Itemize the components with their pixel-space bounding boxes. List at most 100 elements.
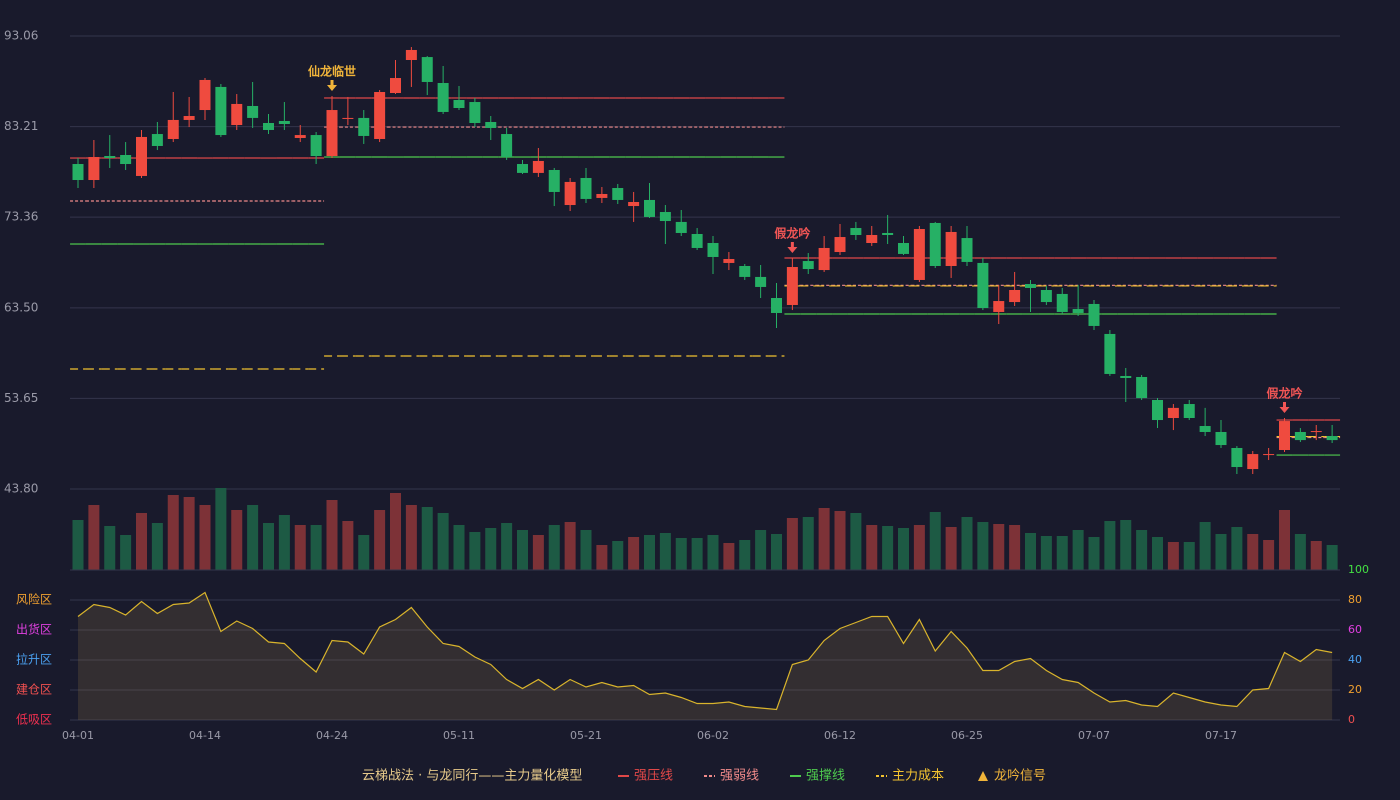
legend-swatch — [978, 771, 988, 781]
x-tick-label: 04-01 — [62, 729, 94, 742]
volume-bar — [580, 530, 592, 570]
candle-body — [469, 102, 481, 123]
signal-label: 仙龙临世 — [308, 64, 356, 79]
y2-tick-label: 80 — [1348, 593, 1362, 606]
volume-bar — [1310, 541, 1322, 570]
candle-body — [1009, 289, 1021, 303]
volume-bar — [818, 508, 830, 570]
volume-bar — [659, 533, 671, 570]
x-tick-label: 07-17 — [1205, 729, 1237, 742]
candle-body — [882, 232, 894, 236]
candle-body — [1183, 404, 1195, 419]
volume-bar — [263, 523, 274, 570]
candle-body — [771, 297, 782, 313]
x-tick-label: 05-11 — [443, 729, 475, 742]
volume-bar — [1136, 530, 1148, 570]
volume-bar — [1183, 542, 1195, 570]
candle-body — [802, 261, 814, 270]
volume-bar — [183, 497, 195, 570]
candle-body — [723, 259, 735, 263]
candle-body — [834, 237, 846, 253]
volume-bar — [1040, 536, 1052, 570]
candle-body — [1310, 431, 1322, 433]
volume-bar — [405, 505, 417, 570]
volume-bar — [1104, 521, 1116, 570]
candle-body — [786, 267, 798, 305]
candle-body — [1104, 333, 1116, 374]
signal-label: 假龙吟 — [1266, 386, 1302, 401]
zone-label: 风险区 — [16, 592, 52, 607]
candle-body — [866, 235, 878, 244]
signal-arrow — [787, 241, 798, 253]
candle-body — [580, 177, 592, 199]
y-tick-label: 73.36 — [4, 210, 38, 224]
volume-bar — [1120, 520, 1132, 570]
volume-bar — [469, 532, 481, 570]
volume-bar — [913, 525, 925, 570]
volume-bar — [564, 522, 576, 570]
candle-body — [310, 135, 322, 157]
volume-bar — [612, 541, 624, 570]
volume-bar — [1072, 530, 1084, 570]
indicator-area — [78, 592, 1333, 720]
candle-body — [532, 160, 544, 173]
volume-bar — [136, 513, 147, 570]
volume-bar — [167, 495, 179, 570]
volume-bar — [929, 512, 941, 570]
volume-bar — [1263, 540, 1275, 570]
volume-bar — [1294, 534, 1306, 570]
volume-bar — [548, 525, 560, 570]
volume-bar — [421, 507, 433, 570]
candle-body — [1231, 447, 1243, 468]
volume-bar — [1009, 525, 1021, 570]
candle-body — [961, 238, 973, 262]
candle-body — [691, 233, 703, 248]
volume-bar — [1279, 510, 1290, 570]
candle-body — [1279, 421, 1290, 451]
zone-label: 低吸区 — [16, 713, 52, 727]
volume-bar — [1199, 522, 1211, 570]
volume-bar — [342, 521, 354, 570]
candle-body — [326, 110, 338, 157]
candle-body — [596, 193, 608, 198]
volume-bar — [151, 523, 163, 570]
volume-bar — [358, 535, 370, 570]
candle-body — [342, 117, 354, 119]
volume-bar — [866, 525, 878, 570]
candle-body — [120, 154, 132, 165]
candle-body — [1152, 399, 1163, 421]
candle-body — [358, 117, 370, 136]
x-tick-label: 06-25 — [951, 729, 983, 742]
legend-label: 强压线 — [634, 769, 673, 784]
candle-body — [247, 105, 259, 118]
indicator-line — [77, 591, 1333, 711]
zone-label: 拉升区 — [16, 652, 52, 667]
volume-bar — [247, 505, 259, 570]
candle-body — [548, 169, 560, 192]
candle-body — [390, 78, 401, 94]
y2-tick-label: 100 — [1348, 563, 1369, 576]
volume-bar — [1025, 533, 1036, 570]
volume-bar — [596, 545, 608, 570]
volume-bar — [850, 513, 862, 570]
candle-body — [1136, 376, 1148, 399]
volume-bar — [532, 535, 544, 570]
volume-bar — [390, 493, 401, 570]
candle-body — [1072, 309, 1084, 313]
volume-bar — [199, 505, 211, 570]
x-tick-label: 05-21 — [570, 729, 602, 742]
volume-bar — [326, 500, 338, 570]
volume-bar — [374, 510, 386, 570]
candle-body — [818, 247, 830, 271]
volume-bar — [977, 522, 989, 570]
candle-body — [151, 134, 163, 146]
volume-bar — [1088, 537, 1100, 570]
candle-body — [437, 82, 449, 112]
candle-body — [628, 201, 640, 207]
volume-bar — [882, 526, 894, 570]
legend-label: 强撑线 — [806, 769, 845, 784]
candle-body — [1199, 426, 1211, 432]
zone-label: 建仓区 — [16, 683, 52, 697]
candle-body — [707, 243, 719, 257]
